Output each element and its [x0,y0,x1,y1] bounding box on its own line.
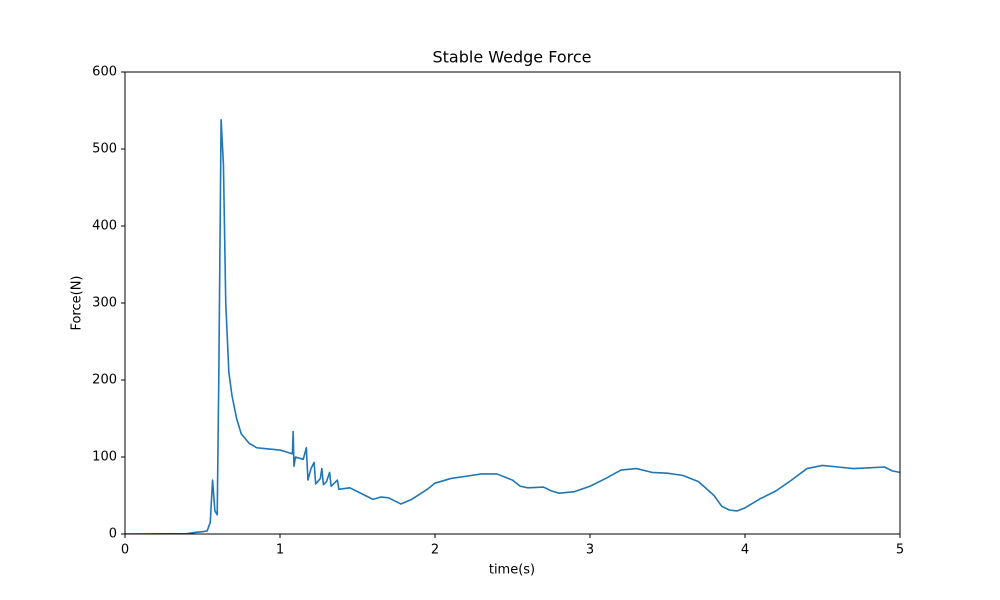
y-axis-label: Force(N) [70,275,85,330]
y-tick-label: 100 [92,450,117,465]
chart-title: Stable Wedge Force [432,48,591,67]
x-tick-label: 3 [586,543,594,558]
x-axis-label: time(s) [489,563,535,578]
y-tick-label: 500 [92,142,117,157]
plot-frame [124,71,901,535]
x-tick-label: 5 [896,543,904,558]
y-tick-label: 600 [92,65,117,80]
x-tick-label: 1 [276,543,284,558]
y-tick-label: 0 [109,527,117,542]
x-tick-label: 2 [431,543,439,558]
x-tick-label: 4 [741,543,749,558]
data-line [125,118,900,534]
y-tick-label: 300 [92,296,117,311]
x-tick-label: 0 [121,543,129,558]
y-tick-label: 200 [92,373,117,388]
y-tick-label: 400 [92,219,117,234]
